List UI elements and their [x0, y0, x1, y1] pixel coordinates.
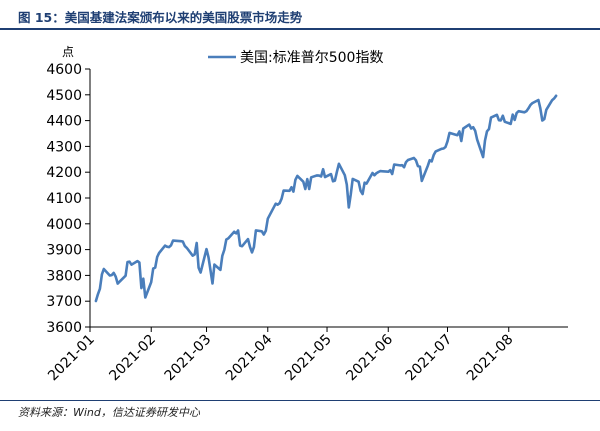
figure-title-bar: 图 15：美国基建法案颁布以来的美国股票市场走势 [0, 0, 600, 30]
y-tick-label: 4000 [46, 217, 82, 233]
y-tick-label: 4100 [46, 191, 82, 207]
figure-source: 资料来源：Wind，信达证券研发中心 [18, 406, 200, 419]
series-layer [94, 94, 558, 303]
x-tick-label: 2021-05 [282, 332, 335, 385]
x-tick-label: 2021-04 [223, 331, 276, 384]
y-tick-label: 4600 [46, 62, 82, 78]
y-tick-label: 4500 [46, 88, 82, 104]
x-tick-label: 2021-03 [162, 332, 215, 385]
y-axis-unit: 点 [62, 45, 74, 59]
title-divider [0, 28, 600, 30]
x-tick-label: 2021-07 [403, 332, 456, 385]
x-tick-label: 2021-08 [464, 332, 517, 385]
x-tick-label: 2021-06 [343, 331, 396, 384]
sp500-line-chart: 3600 3700 3800 3900 4000 4100 4200 4300 4400 4500… [45, 45, 568, 385]
series-line-sp500 [94, 94, 558, 303]
x-axis: 2021-01 2021-02 2021-03 2021-04 2021-05 2021-… [45, 326, 568, 385]
y-tick-label: 3600 [46, 320, 82, 336]
y-tick-label: 4400 [46, 114, 82, 130]
y-axis: 3600 3700 3800 3900 4000 4100 4200 4300 4400 4500… [46, 45, 91, 336]
x-tick-label: 2021-02 [106, 332, 159, 385]
y-tick-label: 4300 [46, 139, 82, 155]
y-tick-label: 3700 [46, 294, 82, 310]
y-tick-label: 3900 [46, 243, 82, 259]
source-divider [0, 400, 600, 401]
legend: 美国:标准普尔500指数 [208, 50, 383, 66]
legend-label: 美国:标准普尔500指数 [240, 50, 383, 66]
figure-title: 图 15：美国基建法案颁布以来的美国股票市场走势 [18, 10, 303, 25]
y-tick-label: 3800 [46, 268, 82, 284]
x-tick-label: 2021-01 [45, 332, 98, 385]
y-tick-label: 4200 [46, 165, 82, 181]
